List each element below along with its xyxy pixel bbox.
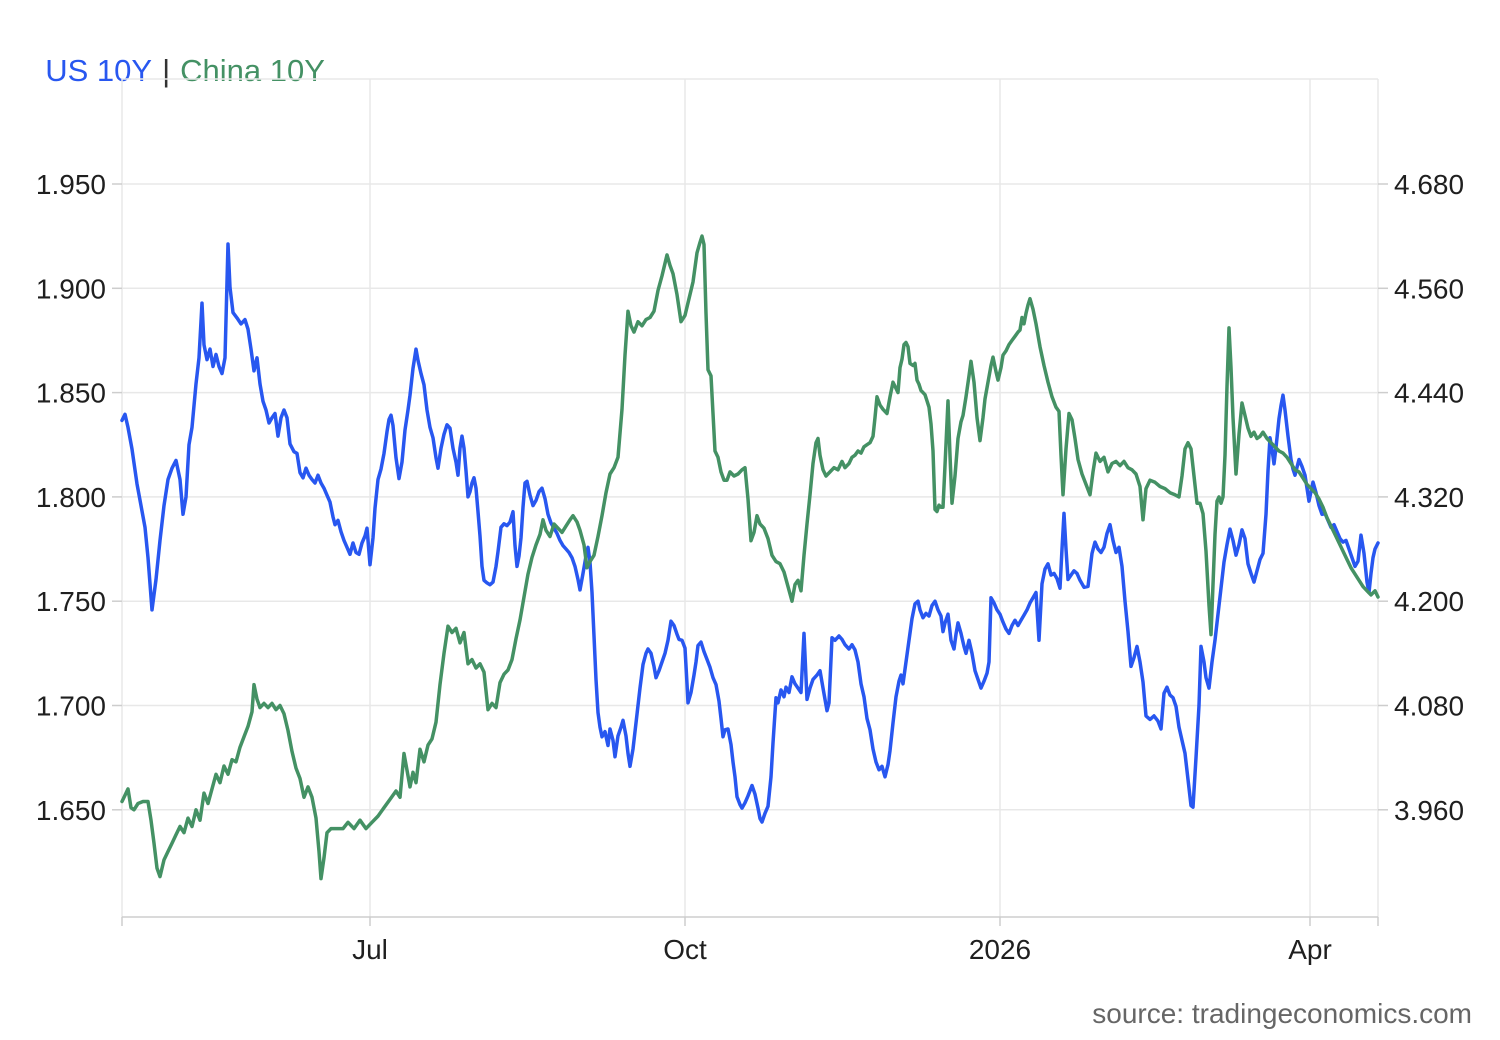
axis-ticks xyxy=(112,183,1388,926)
x-axis-label: Oct xyxy=(663,934,707,965)
left-axis-label: 1.950 xyxy=(36,169,106,200)
right-axis-label: 4.560 xyxy=(1394,273,1464,304)
legend-item-us-10y[interactable]: US 10Y xyxy=(45,53,153,88)
right-axis-label: 4.200 xyxy=(1394,586,1464,617)
legend-item-china-10y[interactable]: China 10Y xyxy=(180,53,325,88)
chart-legend: US 10Y | China 10Y xyxy=(28,20,325,88)
legend-separator: | xyxy=(162,53,171,88)
x-axis-label: Apr xyxy=(1288,934,1332,965)
right-axis-label: 3.960 xyxy=(1394,795,1464,826)
left-axis-label: 1.700 xyxy=(36,691,106,722)
left-axis-label: 1.900 xyxy=(36,273,106,304)
left-axis-label: 1.800 xyxy=(36,482,106,513)
left-axis-label: 1.750 xyxy=(36,586,106,617)
x-axis-label: Jul xyxy=(352,934,388,965)
axis-labels: 1.950 4.680 1.900 4.560 1.850 4.440 1.800 4.320… xyxy=(36,169,1464,965)
china-10y-line[interactable] xyxy=(120,234,1380,881)
left-axis-label: 1.650 xyxy=(36,795,106,826)
right-axis-label: 4.080 xyxy=(1394,691,1464,722)
source-note: source: tradingeconomics.com xyxy=(1092,998,1472,1029)
us-10y-line[interactable] xyxy=(120,242,1380,824)
left-axis-label: 1.850 xyxy=(36,378,106,409)
series-lines xyxy=(120,234,1380,881)
x-axis-label: 2026 xyxy=(969,934,1031,965)
right-axis-label: 4.680 xyxy=(1394,169,1464,200)
plot-border xyxy=(121,78,1379,918)
right-axis-label: 4.320 xyxy=(1394,482,1464,513)
right-axis-label: 4.440 xyxy=(1394,378,1464,409)
